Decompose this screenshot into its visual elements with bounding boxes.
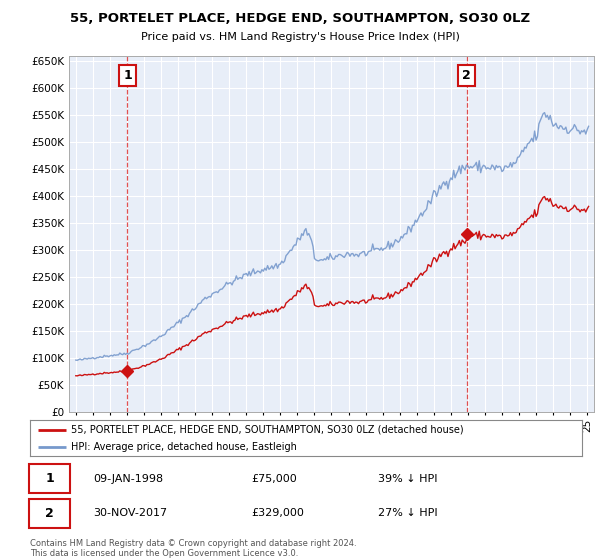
Text: HPI: Average price, detached house, Eastleigh: HPI: Average price, detached house, East…	[71, 442, 297, 451]
Text: 09-JAN-1998: 09-JAN-1998	[94, 474, 164, 484]
Text: Price paid vs. HM Land Registry's House Price Index (HPI): Price paid vs. HM Land Registry's House …	[140, 32, 460, 43]
FancyBboxPatch shape	[29, 464, 70, 493]
Text: 2: 2	[45, 507, 54, 520]
Text: 30-NOV-2017: 30-NOV-2017	[94, 508, 167, 519]
Text: £329,000: £329,000	[251, 508, 304, 519]
Text: 27% ↓ HPI: 27% ↓ HPI	[378, 508, 437, 519]
Text: 55, PORTELET PLACE, HEDGE END, SOUTHAMPTON, SO30 0LZ (detached house): 55, PORTELET PLACE, HEDGE END, SOUTHAMPT…	[71, 425, 464, 435]
Text: 1: 1	[123, 69, 132, 82]
Text: £75,000: £75,000	[251, 474, 296, 484]
FancyBboxPatch shape	[29, 498, 70, 528]
Text: 39% ↓ HPI: 39% ↓ HPI	[378, 474, 437, 484]
Text: Contains HM Land Registry data © Crown copyright and database right 2024.
This d: Contains HM Land Registry data © Crown c…	[30, 539, 356, 558]
Text: 55, PORTELET PLACE, HEDGE END, SOUTHAMPTON, SO30 0LZ: 55, PORTELET PLACE, HEDGE END, SOUTHAMPT…	[70, 12, 530, 25]
Text: 2: 2	[462, 69, 471, 82]
Text: 1: 1	[45, 472, 54, 485]
